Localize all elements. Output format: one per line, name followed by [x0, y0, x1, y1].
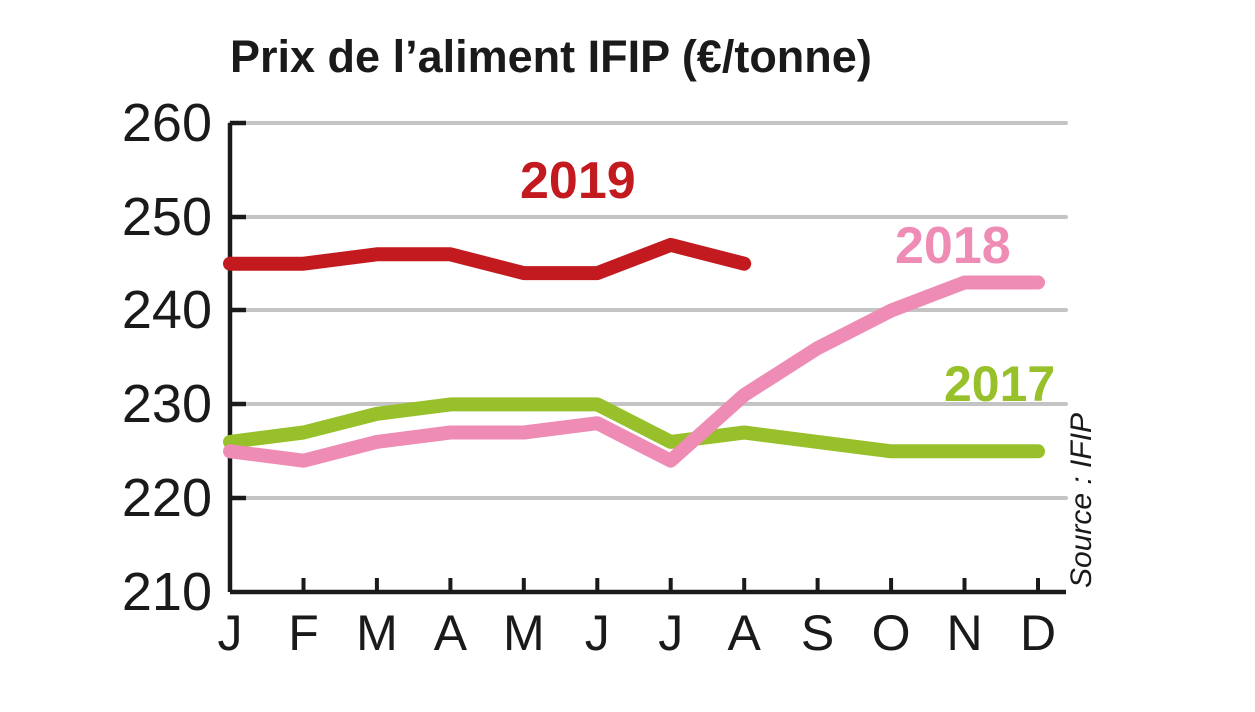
svg-text:S: S [801, 605, 834, 661]
svg-text:D: D [1020, 605, 1056, 661]
svg-text:Source : IFIP: Source : IFIP [1065, 413, 1098, 588]
svg-text:230: 230 [122, 374, 212, 434]
svg-text:240: 240 [122, 280, 212, 340]
svg-text:A: A [434, 605, 468, 661]
svg-text:220: 220 [122, 468, 212, 528]
svg-text:Prix de l’aliment IFIP (€/tonn: Prix de l’aliment IFIP (€/tonne) [230, 31, 872, 82]
svg-text:J: J [658, 605, 683, 661]
svg-text:O: O [872, 605, 911, 661]
svg-text:J: J [585, 605, 610, 661]
svg-text:2019: 2019 [520, 152, 636, 210]
svg-text:N: N [946, 605, 982, 661]
svg-text:210: 210 [122, 562, 212, 622]
svg-text:J: J [218, 605, 243, 661]
svg-text:2017: 2017 [944, 356, 1055, 412]
svg-text:2018: 2018 [895, 217, 1011, 275]
svg-text:M: M [503, 605, 545, 661]
svg-text:250: 250 [122, 187, 212, 247]
svg-text:F: F [288, 605, 319, 661]
svg-text:A: A [728, 605, 762, 661]
svg-text:M: M [356, 605, 398, 661]
svg-text:260: 260 [122, 93, 212, 153]
